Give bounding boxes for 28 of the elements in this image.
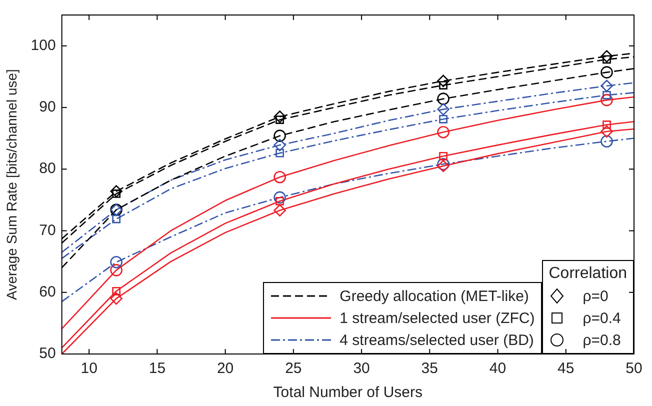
legend-label: 4 streams/selected user (BD) [340,332,534,348]
x-tick-label: 40 [489,360,506,378]
y-tick-label: 80 [39,160,56,178]
y-tick-label: 100 [30,36,56,54]
legend-label: ρ=0.8 [582,332,621,348]
x-tick-label: 25 [285,360,302,378]
x-tick-label: 35 [421,360,438,378]
x-tick-label: 50 [626,360,642,378]
x-tick-label: 10 [80,360,98,378]
x-tick-label: 20 [216,360,234,378]
y-tick-label: 90 [39,98,56,116]
legend-label: ρ=0.4 [582,310,621,326]
point [274,110,286,123]
y-axis-title: Average Sum Rate [bits/channel use] [3,69,20,300]
point [437,74,450,88]
legend-label: 1 stream/selected user (ZFC) [340,310,535,326]
y-tick-label: 70 [39,222,56,239]
x-tick-label: 15 [148,360,166,378]
point [110,185,122,198]
legend-label: Greedy allocation (MET-like) [340,288,529,304]
legend-label: ρ=0 [582,288,608,304]
y-tick-label: 50 [39,345,56,362]
x-tick-label: 30 [353,360,370,378]
legend-title: Correlation [548,265,627,283]
x-tick-label: 45 [558,360,574,378]
x-axis-title: Total Number of Users [273,384,423,402]
point [600,50,613,62]
y-tick-label: 60 [39,284,56,301]
